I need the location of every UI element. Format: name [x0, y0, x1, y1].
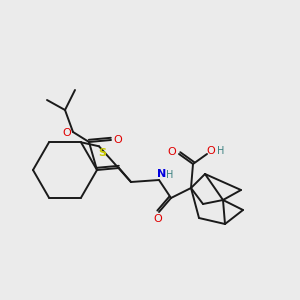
- Text: H: H: [166, 170, 174, 180]
- Text: S: S: [98, 148, 106, 158]
- Text: O: O: [63, 128, 71, 138]
- Text: O: O: [154, 214, 162, 224]
- Text: H: H: [217, 146, 225, 156]
- Text: N: N: [158, 169, 166, 179]
- Text: O: O: [207, 146, 215, 156]
- Text: O: O: [168, 147, 176, 157]
- Text: O: O: [114, 135, 122, 145]
